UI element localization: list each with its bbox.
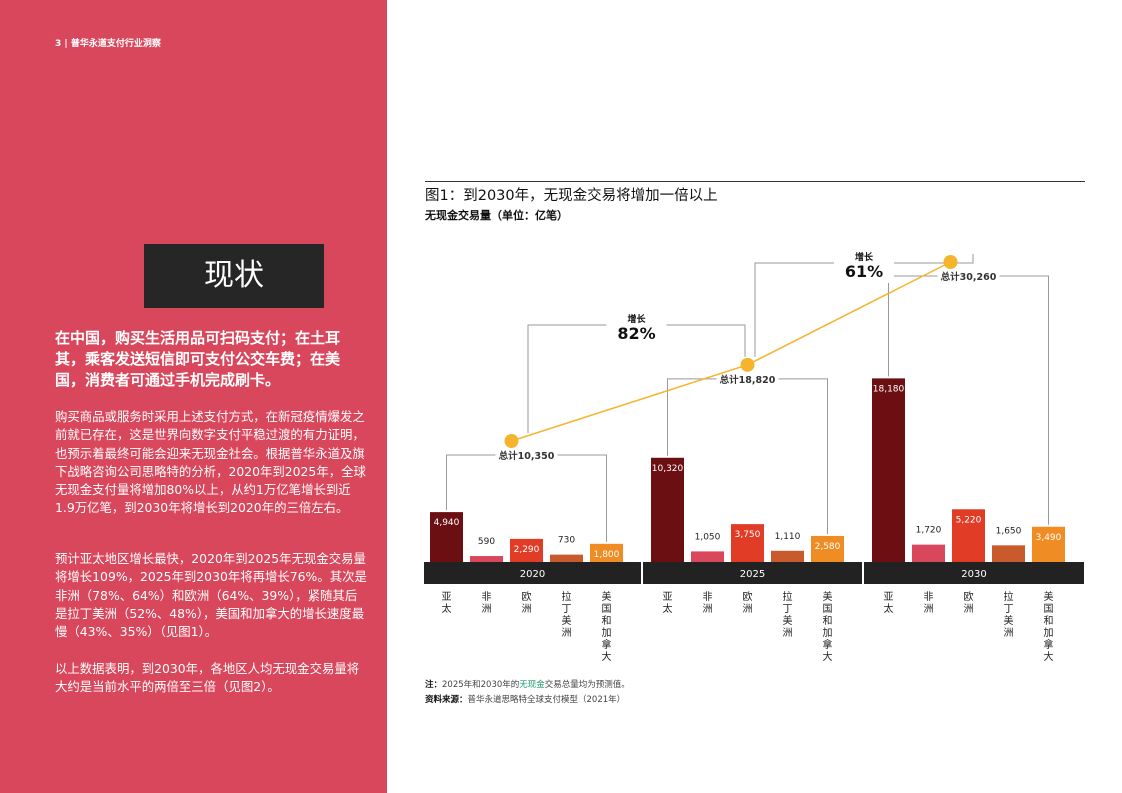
category-label: 美国和加拿大 bbox=[823, 590, 833, 663]
growth-value: 61% bbox=[845, 262, 883, 281]
bar bbox=[430, 512, 463, 562]
figure-source: 资料来源：普华永道思略特全球支付模型（2021年） bbox=[425, 693, 625, 705]
category-label: 美国和加拿大 bbox=[602, 590, 612, 663]
figure-title: 图1：到2030年，无现金交易将增加一倍以上 bbox=[425, 188, 718, 204]
figure-top-rule bbox=[425, 181, 1085, 182]
bar bbox=[470, 556, 503, 562]
year-label: 2025 bbox=[740, 569, 765, 580]
bar bbox=[872, 378, 905, 562]
growth-label-bg bbox=[606, 311, 667, 345]
bar bbox=[952, 509, 985, 562]
total-label: 总计10,350 bbox=[499, 450, 555, 462]
growth-value: 82% bbox=[617, 324, 655, 343]
year-band bbox=[424, 562, 641, 584]
section-title: 现状 bbox=[144, 244, 324, 308]
total-bracket bbox=[667, 378, 828, 534]
note-text-b: 交易总量均为预测值。 bbox=[544, 680, 630, 690]
note-highlight: 无现金 bbox=[519, 680, 545, 690]
figure-subtitle: 无现金交易量（单位：亿笔） bbox=[425, 209, 568, 222]
bar-value-label: 2,290 bbox=[514, 545, 540, 555]
body-paragraph-1: 购买商品或服务时采用上述支付方式，在新冠疫情爆发之前就已存在，这是世界向数字支付… bbox=[55, 409, 366, 516]
category-label: 亚太 bbox=[442, 592, 452, 615]
category-label: 拉丁美洲 bbox=[562, 590, 572, 639]
bar-value-label: 4,940 bbox=[434, 518, 460, 528]
bar bbox=[1032, 526, 1065, 562]
growth-label: 增长 bbox=[627, 313, 646, 325]
growth-label: 增长 bbox=[855, 251, 874, 263]
category-label: 亚太 bbox=[663, 592, 673, 615]
bar bbox=[550, 554, 583, 562]
figure-note: 注：2025年和2030年的无现金交易总量均为预测值。 bbox=[425, 678, 630, 690]
bar-value-label: 3,490 bbox=[1036, 533, 1062, 543]
category-label: 欧洲 bbox=[964, 591, 974, 615]
bar-value-label: 1,650 bbox=[996, 526, 1022, 536]
bar bbox=[771, 550, 804, 562]
bar-value-label: 3,750 bbox=[735, 530, 761, 540]
note-prefix: 注： bbox=[425, 680, 443, 690]
bar-value-label: 590 bbox=[478, 537, 495, 547]
category-label: 非洲 bbox=[924, 591, 934, 615]
total-label-bg bbox=[495, 448, 558, 462]
bar bbox=[691, 551, 724, 562]
category-label: 欧洲 bbox=[743, 591, 753, 615]
year-label: 2020 bbox=[520, 569, 545, 580]
body-paragraph-2: 预计亚太地区增长最快，2020年到2025年无现金交易量将增长109%，2025… bbox=[55, 551, 367, 640]
bar-value-label: 730 bbox=[558, 536, 575, 546]
year-band bbox=[864, 562, 1084, 584]
bar bbox=[651, 457, 684, 562]
bar-value-label: 1,720 bbox=[916, 526, 942, 536]
total-label: 总计18,820 bbox=[720, 374, 776, 386]
bar-value-label: 1,050 bbox=[695, 532, 721, 542]
category-label: 美国和加拿大 bbox=[1044, 590, 1054, 663]
total-label: 总计30,260 bbox=[941, 271, 997, 283]
note-text-a: 2025年和2030年的 bbox=[442, 680, 520, 690]
total-label-bg bbox=[716, 371, 779, 386]
bar-value-label: 1,800 bbox=[594, 550, 620, 560]
category-label: 拉丁美洲 bbox=[783, 590, 793, 639]
bar-value-label: 10,320 bbox=[652, 464, 684, 474]
lead-paragraph: 在中国，购买生活用品可扫码支付；在土耳其，乘客发送短信即可支付公交车费；在美国，… bbox=[55, 329, 341, 389]
category-label: 非洲 bbox=[482, 591, 492, 615]
source-text: 普华永道思略特全球支付模型（2021年） bbox=[467, 695, 626, 705]
total-point bbox=[504, 434, 519, 448]
total-point bbox=[943, 255, 958, 269]
bar bbox=[510, 538, 543, 562]
page-header: 3 | 普华永道支付行业洞察 bbox=[55, 39, 161, 49]
bar-value-label: 5,220 bbox=[956, 515, 982, 525]
bar-value-label: 2,580 bbox=[815, 542, 841, 552]
bar bbox=[912, 544, 945, 562]
growth-label-bg bbox=[834, 249, 894, 283]
category-label: 亚太 bbox=[884, 592, 894, 615]
total-bracket bbox=[446, 454, 607, 542]
year-label: 2030 bbox=[961, 569, 986, 580]
total-point bbox=[740, 357, 755, 372]
total-label-bg bbox=[937, 269, 1000, 283]
source-prefix: 资料来源： bbox=[425, 695, 468, 705]
bar-value-label: 18,180 bbox=[873, 384, 905, 394]
bar bbox=[731, 524, 764, 562]
body-paragraph-3: 以上数据表明，到2030年，各地区人均无现金交易量将大约是当前水平的两倍至三倍（… bbox=[55, 661, 360, 695]
bar-value-label: 1,110 bbox=[775, 532, 801, 542]
left-panel: 3 | 普华永道支付行业洞察 现状 在中国，购买生活用品可扫码支付；在土耳其，乘… bbox=[0, 0, 387, 793]
category-label: 非洲 bbox=[703, 591, 713, 615]
bar bbox=[811, 535, 844, 562]
category-label: 拉丁美洲 bbox=[1004, 590, 1014, 639]
total-bracket bbox=[888, 275, 1049, 525]
category-label: 欧洲 bbox=[522, 591, 532, 615]
year-band bbox=[643, 562, 862, 584]
bar bbox=[590, 543, 623, 562]
bar bbox=[992, 545, 1025, 562]
